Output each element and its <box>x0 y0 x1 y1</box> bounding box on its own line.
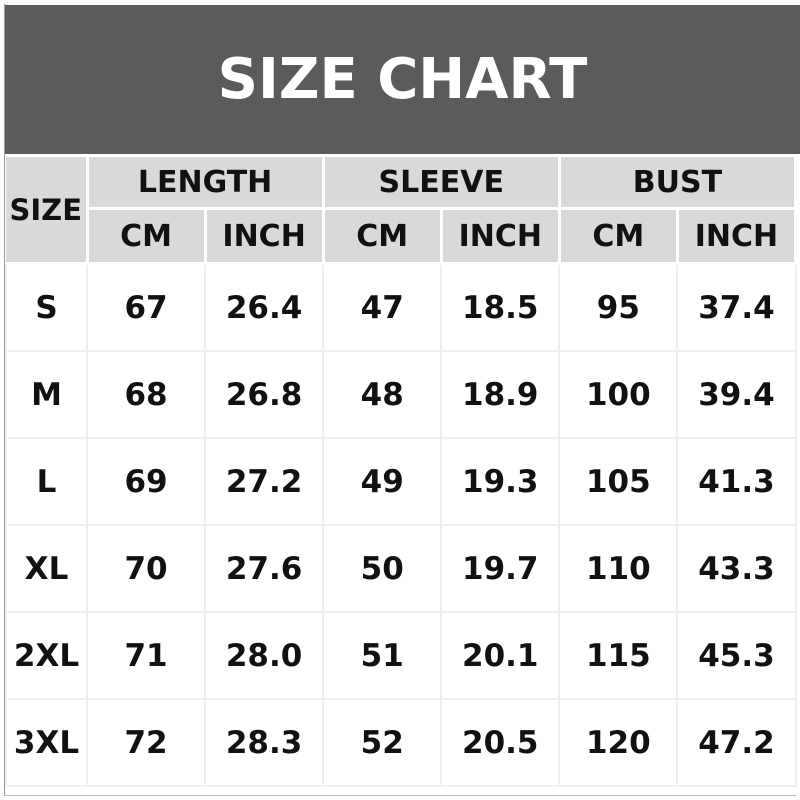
size-cell: L <box>5 437 88 526</box>
value-cell: 19.7 <box>440 524 561 613</box>
value-cell: 68 <box>85 350 207 439</box>
size-header: SIZE <box>6 154 89 265</box>
value-cell: 50 <box>322 524 443 613</box>
value-cell: 43.3 <box>676 524 797 613</box>
table-row: XL 70 27.6 50 19.7 110 43.3 <box>5 524 797 613</box>
value-cell: 26.4 <box>204 262 325 352</box>
value-cell: 72 <box>85 698 207 787</box>
table-row: S 67 26.4 47 18.5 95 37.4 <box>5 262 797 352</box>
value-cell: 45.3 <box>676 611 797 700</box>
value-cell: 20.5 <box>440 698 561 787</box>
unit-header: INCH <box>439 207 561 265</box>
size-table: SIZE LENGTH SLEEVE BUST CM INCH CM INCH CM IN… <box>5 154 798 787</box>
size-cell: M <box>5 350 88 439</box>
table-row: 3XL 72 28.3 52 20.5 120 47.2 <box>5 698 797 787</box>
chart-frame <box>4 4 796 796</box>
table-row: M 68 26.8 48 18.9 100 39.4 <box>5 350 797 439</box>
unit-header: INCH <box>203 207 325 265</box>
unit-header: CM <box>85 207 207 265</box>
group-header-bust: BUST <box>557 154 798 210</box>
value-cell: 95 <box>558 262 679 352</box>
unit-header: INCH <box>675 207 798 265</box>
value-cell: 120 <box>558 698 679 787</box>
value-cell: 20.1 <box>440 611 561 700</box>
value-cell: 52 <box>322 698 443 787</box>
value-cell: 26.8 <box>204 350 325 439</box>
value-cell: 27.2 <box>204 437 325 526</box>
value-cell: 70 <box>85 524 207 613</box>
value-cell: 115 <box>558 611 679 700</box>
size-cell: XL <box>5 524 88 613</box>
value-cell: 37.4 <box>676 262 797 352</box>
value-cell: 47.2 <box>676 698 797 787</box>
value-cell: 47 <box>322 262 443 352</box>
value-cell: 39.4 <box>676 350 797 439</box>
value-cell: 28.0 <box>204 611 325 700</box>
value-cell: 51 <box>322 611 443 700</box>
value-cell: 69 <box>85 437 207 526</box>
value-cell: 19.3 <box>440 437 561 526</box>
size-cell: 2XL <box>5 611 88 700</box>
value-cell: 105 <box>558 437 679 526</box>
page-title: SIZE CHART <box>5 5 800 154</box>
value-cell: 110 <box>558 524 679 613</box>
value-cell: 67 <box>85 262 207 352</box>
value-cell: 28.3 <box>204 698 325 787</box>
value-cell: 18.9 <box>440 350 561 439</box>
group-header-length: LENGTH <box>85 154 325 210</box>
size-cell: S <box>5 262 88 352</box>
size-cell: 3XL <box>5 698 88 787</box>
value-cell: 100 <box>558 350 679 439</box>
value-cell: 49 <box>322 437 443 526</box>
value-cell: 18.5 <box>440 262 561 352</box>
value-cell: 48 <box>322 350 443 439</box>
value-cell: 71 <box>85 611 207 700</box>
group-header-sleeve: SLEEVE <box>321 154 561 210</box>
table-row: 2XL 71 28.0 51 20.1 115 45.3 <box>5 611 797 700</box>
value-cell: 27.6 <box>204 524 325 613</box>
unit-header: CM <box>557 207 679 265</box>
table-row: L 69 27.2 49 19.3 105 41.3 <box>5 437 797 526</box>
unit-header: CM <box>321 207 443 265</box>
value-cell: 41.3 <box>676 437 797 526</box>
